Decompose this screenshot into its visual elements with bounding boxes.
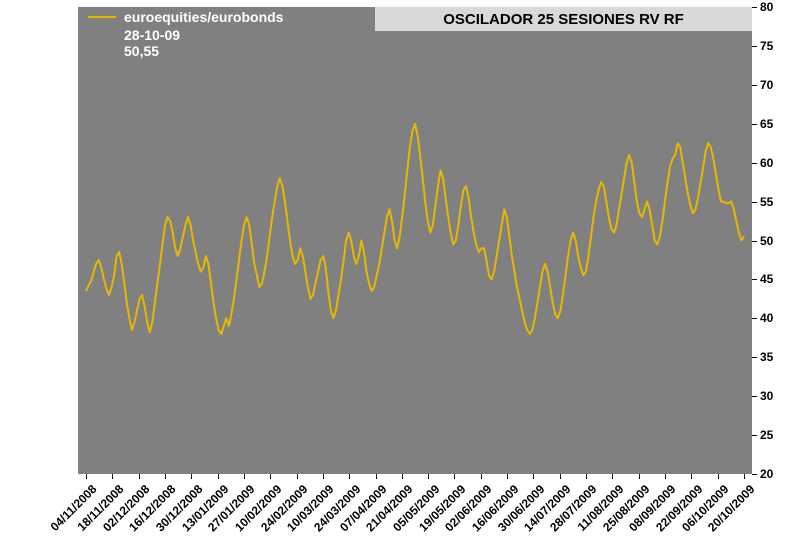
y-tick: [752, 474, 757, 475]
y-tick: [752, 202, 757, 203]
x-tick: [376, 474, 377, 479]
series-path: [86, 124, 744, 334]
y-tick: [752, 396, 757, 397]
y-tick-label: 65: [760, 117, 773, 131]
y-tick-label: 30: [760, 389, 773, 403]
x-tick: [560, 474, 561, 479]
x-tick: [270, 474, 271, 479]
x-tick: [612, 474, 613, 479]
y-tick: [752, 318, 757, 319]
x-tick: [86, 474, 87, 479]
x-tick: [639, 474, 640, 479]
x-tick: [744, 474, 745, 479]
y-tick-label: 40: [760, 311, 773, 325]
x-tick: [454, 474, 455, 479]
y-tick-label: 25: [760, 428, 773, 442]
y-tick: [752, 85, 757, 86]
y-tick-label: 35: [760, 350, 773, 364]
x-tick: [165, 474, 166, 479]
x-tick: [481, 474, 482, 479]
x-tick: [349, 474, 350, 479]
y-tick-label: 75: [760, 39, 773, 53]
x-tick: [139, 474, 140, 479]
y-tick: [752, 7, 757, 8]
x-tick: [586, 474, 587, 479]
x-tick: [718, 474, 719, 479]
x-tick: [533, 474, 534, 479]
y-tick-label: 45: [760, 272, 773, 286]
x-tick: [323, 474, 324, 479]
x-tick: [191, 474, 192, 479]
x-tick: [428, 474, 429, 479]
x-tick: [244, 474, 245, 479]
y-tick: [752, 124, 757, 125]
y-tick: [752, 435, 757, 436]
series-line: [0, 0, 801, 559]
y-tick-label: 70: [760, 78, 773, 92]
y-tick: [752, 163, 757, 164]
y-tick-label: 80: [760, 0, 773, 14]
x-tick: [507, 474, 508, 479]
y-tick: [752, 46, 757, 47]
y-tick-label: 50: [760, 234, 773, 248]
x-tick: [402, 474, 403, 479]
y-tick-label: 60: [760, 156, 773, 170]
y-tick: [752, 241, 757, 242]
chart-root: OSCILADOR 25 SESIONES RV RF euroequities…: [0, 0, 801, 559]
x-tick: [218, 474, 219, 479]
y-tick: [752, 357, 757, 358]
x-tick: [112, 474, 113, 479]
x-tick: [691, 474, 692, 479]
x-tick: [297, 474, 298, 479]
y-tick: [752, 279, 757, 280]
x-tick: [665, 474, 666, 479]
y-tick-label: 20: [760, 467, 773, 481]
y-tick-label: 55: [760, 195, 773, 209]
